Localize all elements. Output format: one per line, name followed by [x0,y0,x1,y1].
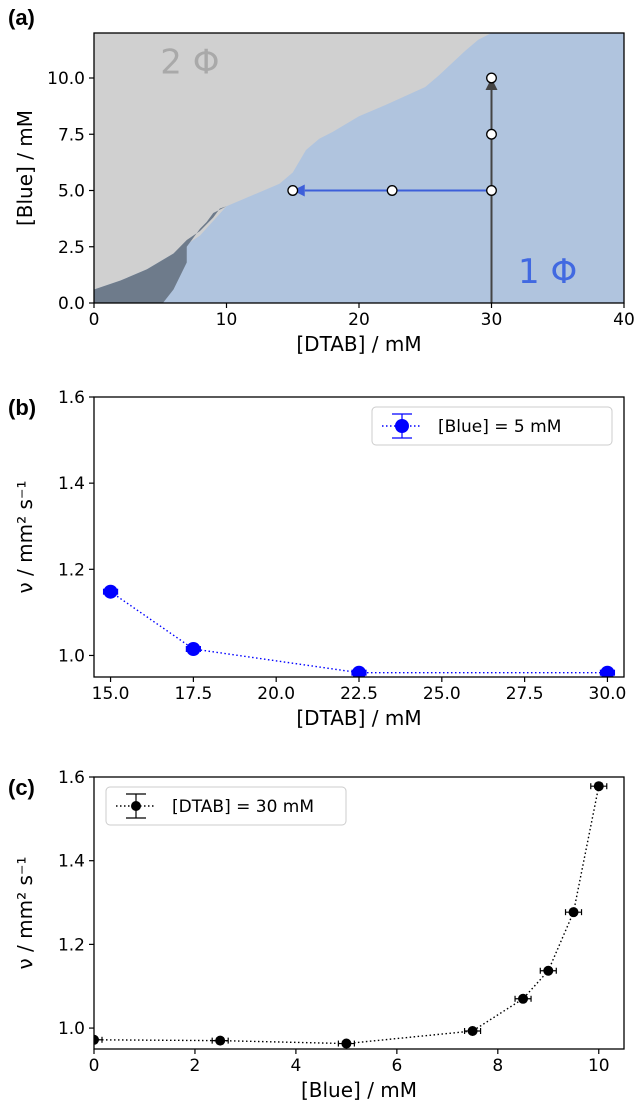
x-tick-label: 20.0 [257,684,295,704]
sample-point [288,186,298,196]
x-axis-title: [DTAB] / mM [296,332,421,356]
legend-marker [395,419,409,433]
x-tick-label: 20 [348,310,370,330]
legend-marker [131,801,141,811]
x-tick-label: 10 [588,1056,610,1076]
x-axis-title: [DTAB] / mM [296,706,421,730]
y-tick-label: 1.2 [58,560,85,580]
y-axis-title: ν / mm² s⁻¹ [13,857,37,970]
legend-label: [DTAB] = 30 mM [172,797,314,817]
y-tick-label: 2.5 [58,238,85,258]
y-tick-label: 1.4 [58,474,85,494]
series-line [111,592,608,673]
x-tick-label: 22.5 [340,684,378,704]
data-point [104,585,118,599]
data-point [186,642,200,656]
y-tick-label: 1.6 [58,768,85,788]
panel-c-viscosity-vs-blue: [DTAB] = 30 mM 0 2 4 6 8 10 1.0 1.2 1.4 1.6 [Blue] … [8,768,624,1102]
y-tick-label: 1.6 [58,388,85,408]
series-group [104,585,615,680]
y-axis-title: ν / mm² s⁻¹ [13,481,37,594]
panel-label: (b) [8,395,36,420]
x-tick-label: 4 [290,1056,301,1076]
legend: [DTAB] = 30 mM [106,787,346,825]
x-tick-label: 25.0 [423,684,461,704]
sample-point [487,186,497,196]
x-tick-label: 2 [190,1056,201,1076]
y-axis-title: [Blue] / mM [13,110,37,226]
x-tick-label: 10 [216,310,238,330]
data-point [215,1036,225,1046]
y-tick-label: 1.2 [58,935,85,955]
one-phase-label: 1 Φ [518,252,577,292]
y-tick-label: 1.0 [58,1019,85,1039]
x-tick-label: 30.0 [589,684,627,704]
panel-b-viscosity-vs-dtab: [Blue] = 5 mM 15.0 17.5 20.0 22.5 25.0 27.5 30.… [8,388,626,730]
x-tick-label: 17.5 [174,684,212,704]
x-tick-label: 40 [613,310,635,330]
two-phase-label: 2 Φ [160,43,219,83]
x-tick-label: 15.0 [92,684,130,704]
data-point [543,966,553,976]
data-point [569,907,579,917]
data-point [468,1026,478,1036]
data-point [518,994,528,1004]
data-point [594,781,604,791]
sample-point [487,129,497,139]
sample-point [487,73,497,83]
x-tick-label: 8 [492,1056,503,1076]
y-tick-label: 5.0 [58,182,85,202]
x-tick-label: 0 [89,1056,100,1076]
x-tick-label: 30 [481,310,503,330]
x-tick-label: 27.5 [506,684,544,704]
sample-point [387,186,397,196]
legend-label: [Blue] = 5 mM [438,417,561,437]
y-tick-label: 1.0 [58,646,85,666]
panel-a-phase-diagram: 2 Φ 1 Φ 0 10 20 30 40 0.0 2.5 5.0 7.5 10.0 [DTAB] / … [8,5,635,356]
x-tick-label: 0 [89,310,100,330]
data-point [341,1039,351,1049]
y-tick-label: 10.0 [47,69,85,89]
y-tick-label: 7.5 [58,125,85,145]
y-tick-label: 1.4 [58,852,85,872]
panel-label: (c) [8,775,35,800]
x-tick-label: 6 [391,1056,402,1076]
legend: [Blue] = 5 mM [372,407,612,445]
y-tick-label: 0.0 [58,294,85,314]
panel-label: (a) [8,5,35,30]
x-axis-title: [Blue] / mM [301,1078,417,1102]
